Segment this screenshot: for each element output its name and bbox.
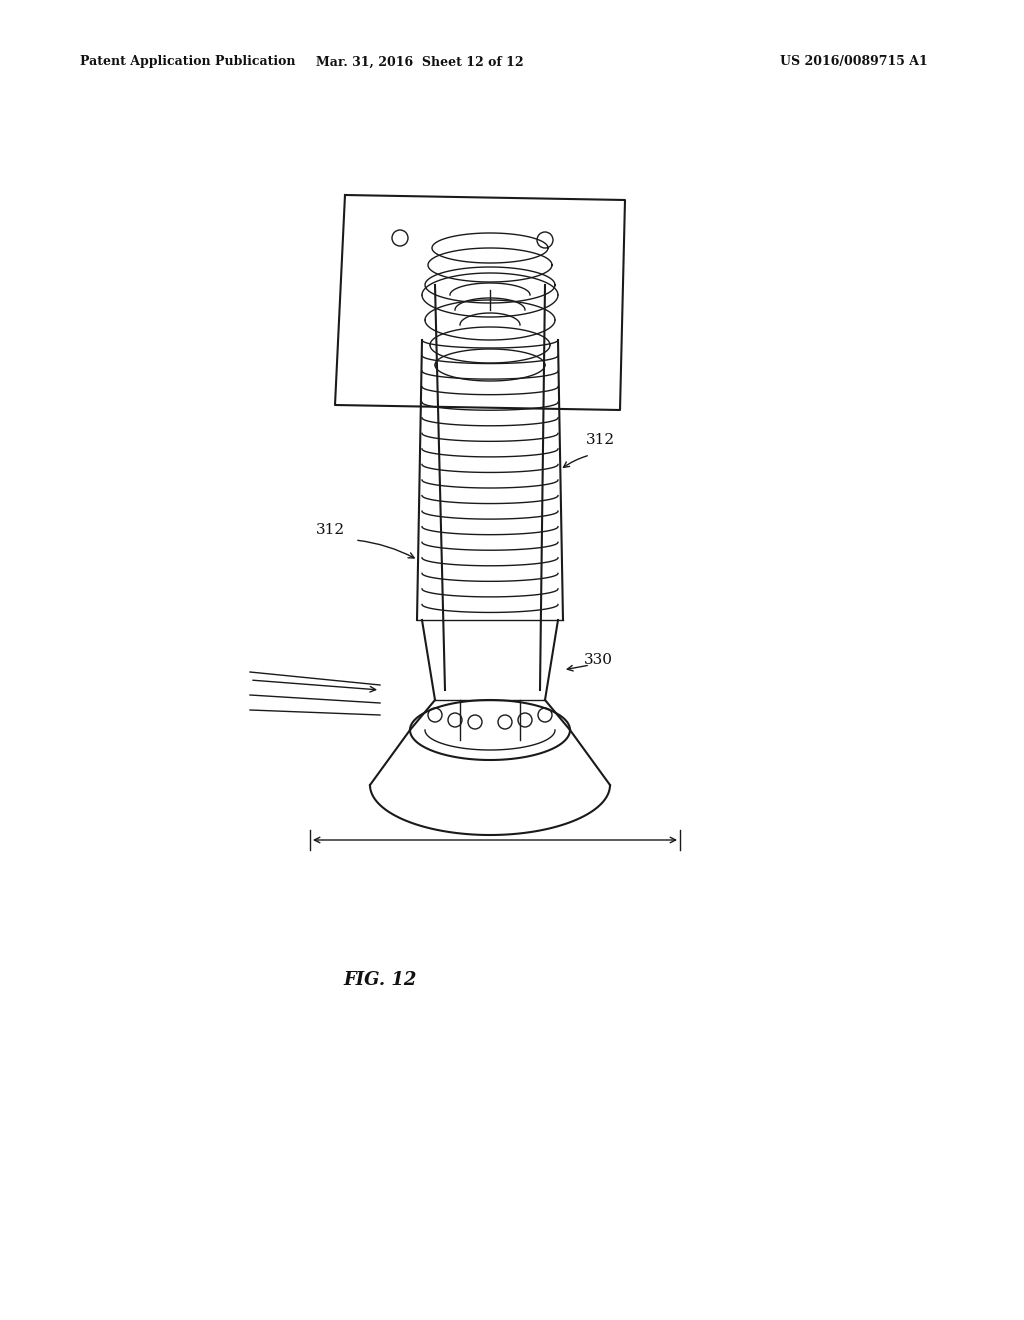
Text: US 2016/0089715 A1: US 2016/0089715 A1 <box>780 55 928 69</box>
Text: 312: 312 <box>586 433 614 447</box>
Text: Mar. 31, 2016  Sheet 12 of 12: Mar. 31, 2016 Sheet 12 of 12 <box>316 55 524 69</box>
Text: 312: 312 <box>315 523 344 537</box>
Text: Patent Application Publication: Patent Application Publication <box>80 55 296 69</box>
Text: FIG. 12: FIG. 12 <box>343 972 417 989</box>
Text: 330: 330 <box>584 653 612 667</box>
